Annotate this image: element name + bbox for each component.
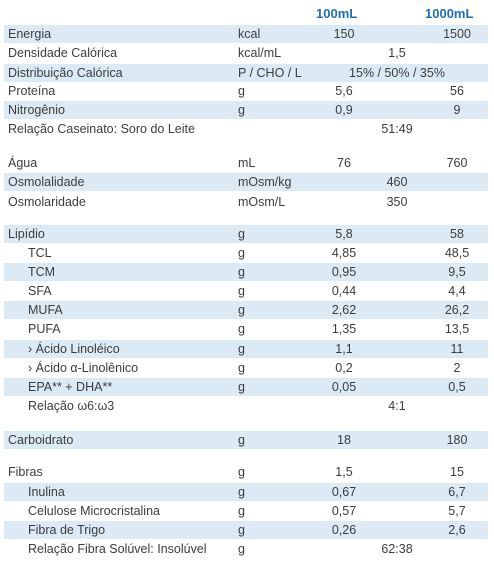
row-label: Densidade Calórica (8, 46, 118, 60)
row-label: › Ácido Linoléico (28, 342, 120, 356)
table-row: SFA g 0,44 4,4 (28, 284, 466, 298)
table-row: TCM g 0,95 9,5 (4, 263, 488, 281)
header-100ml: 100mL (316, 6, 358, 21)
row-unit: g (238, 246, 245, 260)
row-label: TCL (28, 246, 52, 260)
table-row: › Ácido α-Linolênico g 0,2 2 (28, 361, 461, 375)
table-row: Energia kcal 150 1500 (4, 25, 488, 43)
table-row: Carboidrato g 18 180 (4, 431, 488, 449)
row-label: MUFA (28, 303, 63, 317)
table-row: Água mL 76 760 (8, 156, 468, 170)
row-unit: mOsm/L (238, 195, 286, 209)
table-row: Nitrogênio g 0,9 9 (4, 101, 488, 119)
table-row: EPA** + DHA** g 0,05 0,5 (4, 378, 488, 396)
row-label: Proteína (8, 84, 56, 98)
row-unit: g (238, 342, 245, 356)
row-unit: g (238, 227, 245, 241)
table-row: Osmolaridade mOsm/L 350 (8, 195, 408, 209)
row-label: Osmolaridade (8, 195, 86, 209)
row-unit: mL (238, 156, 256, 170)
row-unit: kcal/mL (238, 46, 282, 60)
table-row: Densidade Calórica kcal/mL 1,5 (8, 46, 406, 60)
row-unit: mOsm/kg (238, 175, 292, 189)
row-unit: g (238, 380, 245, 394)
table-row: Fibras g 1,5 15 (8, 465, 464, 479)
row-label: SFA (28, 284, 52, 298)
table-row: Lipídio g 5,8 58 (4, 225, 488, 243)
row-unit: g (238, 284, 245, 298)
row-unit: g (238, 103, 245, 117)
row-unit: g (238, 265, 245, 279)
row-label: › Ácido α-Linolênico (28, 361, 139, 375)
table-row: Relação ω6:ω3 4:1 (28, 399, 406, 413)
row-unit: g (238, 485, 245, 499)
header-1000ml: 1000mL (425, 6, 474, 21)
row-label: TCM (28, 265, 56, 279)
row-label: Relação Caseinato: Soro do Leite (8, 122, 195, 136)
row-label: Energia (8, 27, 52, 41)
row-unit: g (238, 542, 245, 556)
row-label: Distribuição Calórica (8, 66, 123, 80)
row-label: Osmolalidade (8, 175, 85, 189)
row-label: Carboidrato (8, 433, 74, 447)
row-label: Relação ω6:ω3 (28, 399, 115, 413)
row-label: Água (8, 156, 38, 170)
row-label: Fibra de Trigo (28, 523, 106, 537)
row-unit: g (238, 84, 245, 98)
table-row: Relação Fibra Solúvel: Insolúvel g 62:38 (28, 542, 413, 556)
row-label: PUFA (28, 322, 61, 336)
table-row: Osmolalidade mOsm/kg 460 (4, 173, 488, 191)
row-label: Fibras (8, 465, 43, 479)
table-row: Relação Caseinato: Soro do Leite 51:49 (8, 122, 413, 136)
row-label: Lipídio (8, 227, 45, 241)
table-row: Distribuição Calórica P / CHO / L 15% / 50… (4, 64, 488, 82)
row-unit: kcal (238, 27, 261, 41)
row-label: Celulose Microcristalina (28, 504, 160, 518)
row-label: Relação Fibra Solúvel: Insolúvel (28, 542, 207, 556)
table-row: Fibra de Trigo g 0,26 2,6 (4, 521, 488, 539)
row-label: Nitrogênio (8, 103, 65, 117)
table-row: MUFA g 2,62 26,2 (4, 301, 488, 319)
row-unit: g (238, 523, 245, 537)
row-label: Inulina (28, 485, 65, 499)
table-row: › Ácido Linoléico g 1,1 11 (4, 340, 488, 358)
table-row: Celulose Microcristalina g 0,57 5,7 (28, 504, 466, 518)
row-unit: g (238, 303, 245, 317)
row-label: EPA** + DHA** (28, 380, 113, 394)
table-row: PUFA g 1,35 13,5 (28, 322, 470, 336)
row-unit: g (238, 504, 245, 518)
table-row: TCL g 4,85 48,5 (28, 246, 470, 260)
table-row: Proteína g 5,6 56 (8, 84, 464, 98)
row-unit: g (238, 465, 245, 479)
row-unit: g (238, 361, 245, 375)
table-row: Inulina g 0,67 6,7 (4, 483, 488, 501)
row-unit: g (238, 322, 245, 336)
row-unit: P / CHO / L (238, 66, 302, 80)
row-unit: g (238, 433, 245, 447)
